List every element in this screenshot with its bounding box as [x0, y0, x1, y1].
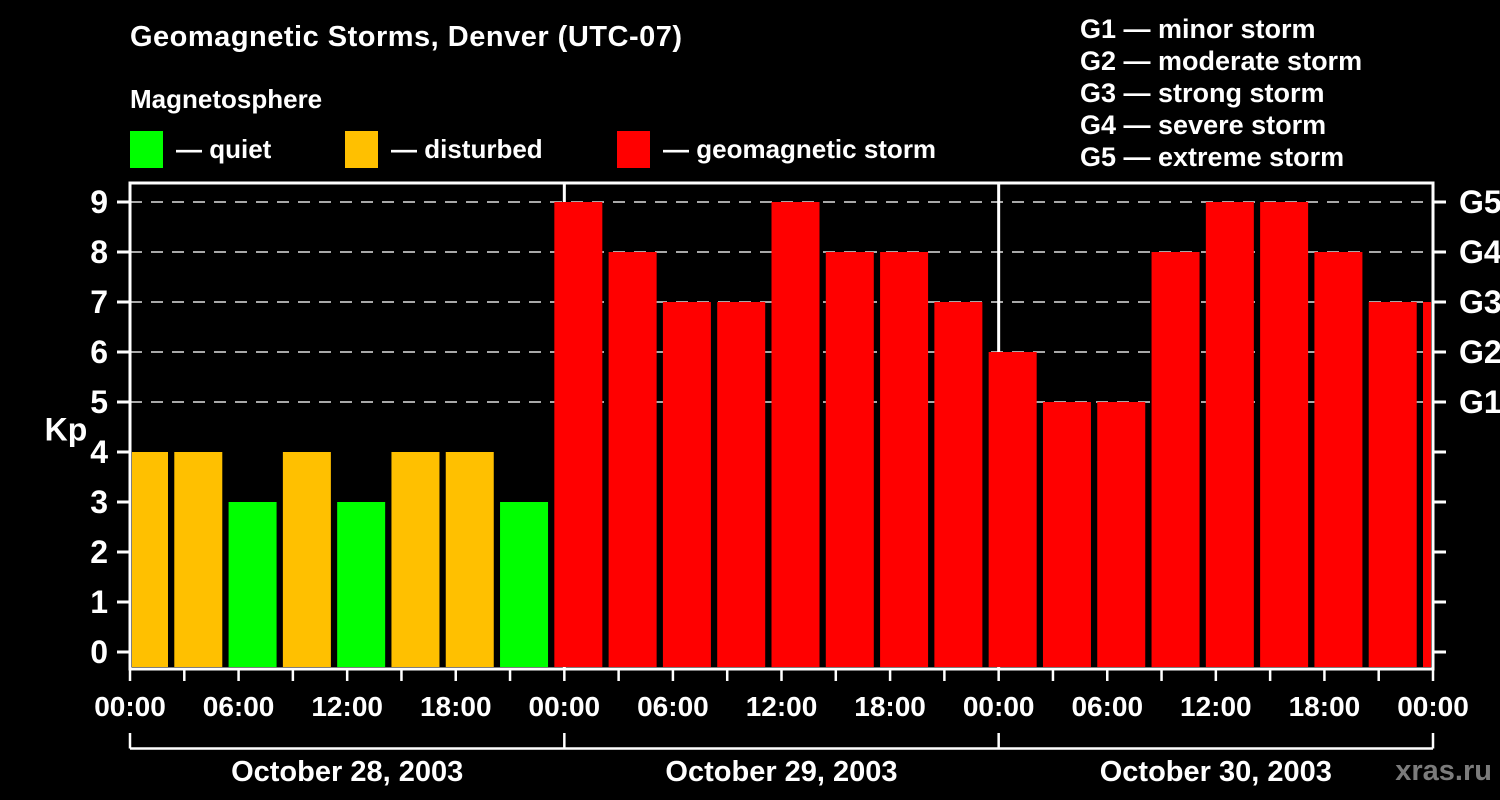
- legend-label-storm: — geomagnetic storm: [663, 133, 937, 164]
- kp-bar: [1151, 252, 1200, 667]
- g-scale-legend-line-g5: G5 — extreme storm: [1080, 142, 1345, 172]
- kp-bar: [662, 302, 711, 667]
- date-label: October 28, 2003: [231, 756, 463, 788]
- y-axis-tick-label: 2: [90, 534, 108, 570]
- x-axis-tick-label: 18:00: [854, 691, 926, 722]
- kp-bar: [1423, 302, 1431, 667]
- kp-bar: [880, 252, 929, 667]
- legend-label-quiet: — quiet: [176, 133, 272, 164]
- chart-title: Geomagnetic Storms, Denver (UTC-07): [130, 21, 683, 53]
- kp-bar: [988, 352, 1037, 667]
- y-axis-tick-label: 4: [90, 434, 108, 470]
- kp-bar: [1368, 302, 1417, 667]
- x-axis-tick-label: 18:00: [1289, 691, 1361, 722]
- x-axis-tick-label: 06:00: [203, 691, 275, 722]
- kp-axis-title: Kp: [45, 412, 88, 448]
- g-level-label: G5: [1459, 184, 1500, 220]
- kp-bar: [608, 252, 657, 667]
- kp-bar: [717, 302, 766, 667]
- y-axis-tick-label: 5: [90, 384, 108, 420]
- kp-bar: [1097, 402, 1146, 667]
- kp-bar: [554, 202, 603, 667]
- kp-bar: [771, 202, 820, 667]
- date-label: October 29, 2003: [665, 756, 897, 788]
- y-axis-tick-label: 1: [90, 584, 108, 620]
- x-axis-tick-label: 00:00: [963, 691, 1035, 722]
- g-level-label: G3: [1459, 284, 1500, 320]
- g-scale-legend-line-g4: G4 — severe storm: [1080, 110, 1327, 140]
- kp-bar: [282, 452, 331, 667]
- x-axis-tick-label: 12:00: [1180, 691, 1252, 722]
- x-axis-tick-label: 00:00: [1397, 691, 1469, 722]
- x-axis-tick-label: 00:00: [529, 691, 601, 722]
- y-axis-tick-label: 0: [90, 634, 108, 670]
- kp-bar: [1314, 252, 1363, 667]
- legend-label-disturbed: — disturbed: [391, 133, 543, 164]
- legend-item-storm: — geomagnetic storm: [617, 130, 936, 168]
- y-axis-tick-label: 3: [90, 484, 108, 520]
- g-level-label: G2: [1459, 334, 1500, 370]
- legend-swatch-disturbed: [345, 130, 378, 168]
- x-axis-tick-label: 12:00: [311, 691, 383, 722]
- g-level-label: G1: [1459, 384, 1500, 420]
- g-scale-legend-line-g3: G3 — strong storm: [1080, 78, 1325, 108]
- kp-bar: [132, 452, 168, 667]
- kp-bar: [1042, 402, 1091, 667]
- kp-bar: [934, 302, 983, 667]
- y-axis-tick-label: 8: [90, 234, 108, 270]
- x-axis-tick-label: 06:00: [637, 691, 709, 722]
- kp-bar: [1205, 202, 1254, 667]
- g-scale-legend: G1 — minor storm G2 — moderate storm G3 …: [1080, 13, 1362, 173]
- kp-bar: [337, 502, 386, 667]
- g-scale-legend-line-g1: G1 — minor storm: [1080, 14, 1316, 44]
- kp-bar: [825, 252, 874, 667]
- g-scale-legend-line-g2: G2 — moderate storm: [1080, 46, 1363, 76]
- kp-bar: [174, 452, 223, 667]
- legend-swatch-storm: [617, 130, 650, 168]
- chart-subtitle: Magnetosphere: [130, 84, 323, 114]
- date-label: October 30, 2003: [1100, 756, 1332, 788]
- x-axis-tick-label: 06:00: [1071, 691, 1143, 722]
- legend-item-disturbed: — disturbed: [345, 130, 543, 168]
- y-axis-tick-label: 7: [90, 284, 108, 320]
- legend-item-quiet: — quiet: [130, 130, 271, 168]
- kp-bar: [1260, 202, 1309, 667]
- y-axis-tick-label: 6: [90, 334, 108, 370]
- g-level-label: G4: [1459, 234, 1500, 270]
- legend-swatch-quiet: [130, 130, 163, 168]
- watermark: xras.ru: [1395, 755, 1492, 787]
- x-axis-tick-label: 00:00: [94, 691, 166, 722]
- x-axis-tick-label: 12:00: [746, 691, 818, 722]
- kp-bar: [228, 502, 277, 667]
- y-axis-tick-label: 9: [90, 184, 108, 220]
- kp-bar: [391, 452, 440, 667]
- x-axis-tick-label: 18:00: [420, 691, 492, 722]
- kp-bar: [445, 452, 494, 667]
- kp-bar: [500, 502, 549, 667]
